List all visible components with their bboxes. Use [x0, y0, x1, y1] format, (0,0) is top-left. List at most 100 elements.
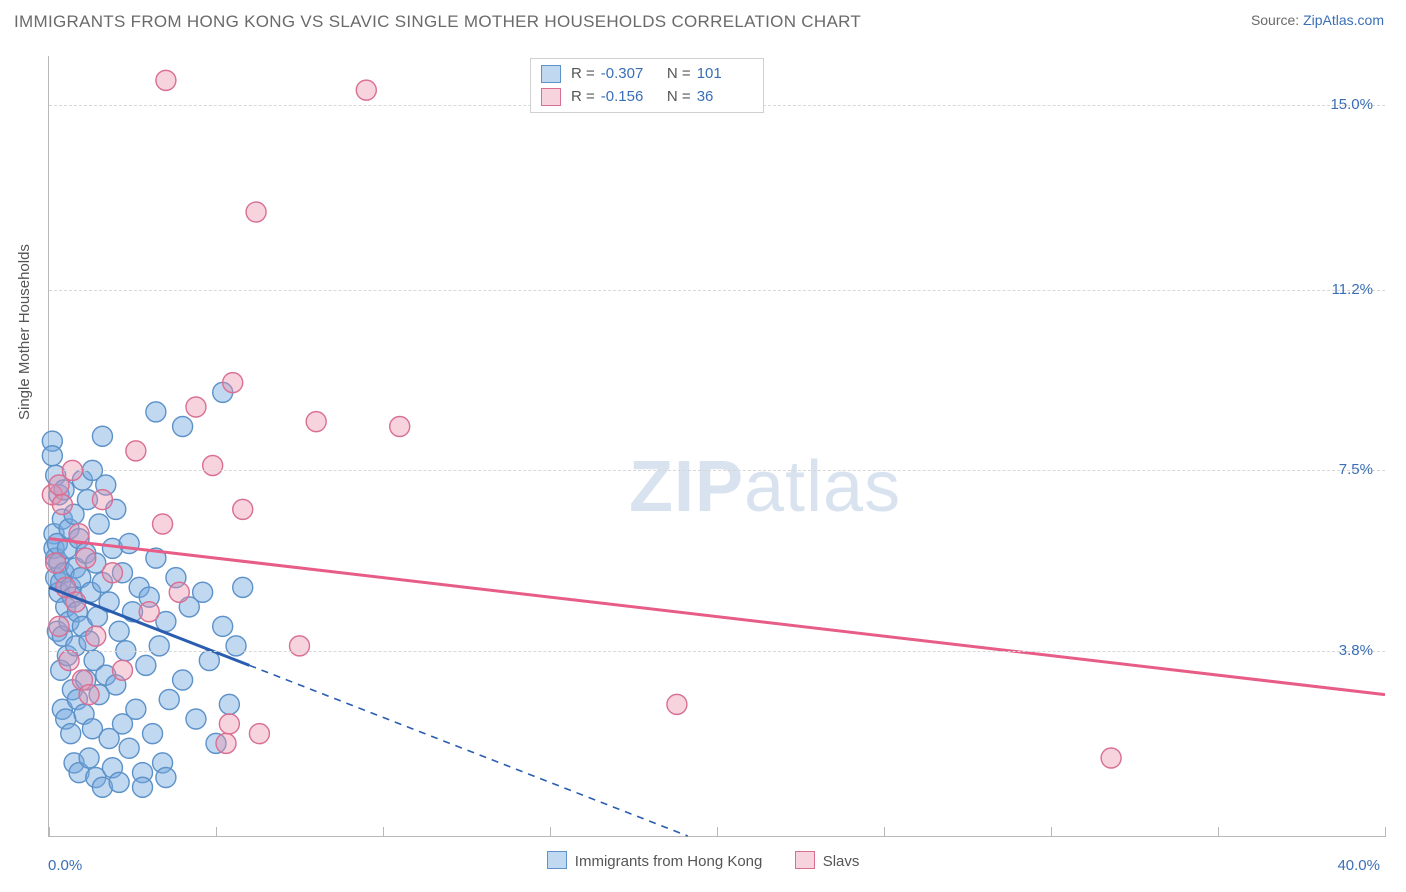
- point-slavs: [59, 651, 79, 671]
- point-hongkong: [233, 577, 253, 597]
- point-hongkong: [226, 636, 246, 656]
- point-hongkong: [119, 534, 139, 554]
- point-slavs: [112, 660, 132, 680]
- legend-row-slavs: R = -0.156 N = 36: [541, 86, 753, 109]
- plot-area: ZIPatlas 3.8%7.5%11.2%15.0%: [48, 56, 1385, 837]
- point-slavs: [356, 80, 376, 100]
- swatch-blue-icon: [541, 65, 561, 83]
- legend-label-sl: Slavs: [823, 853, 860, 870]
- point-slavs: [249, 724, 269, 744]
- point-hongkong: [173, 417, 193, 437]
- point-slavs: [86, 626, 106, 646]
- gridline: [49, 290, 1385, 291]
- legend-r-value-sl: -0.156: [601, 86, 657, 109]
- point-slavs: [223, 373, 243, 393]
- point-hongkong: [126, 699, 146, 719]
- point-slavs: [49, 616, 69, 636]
- legend-row-hongkong: R = -0.307 N = 101: [541, 63, 753, 86]
- point-slavs: [92, 490, 112, 510]
- point-slavs: [667, 694, 687, 714]
- point-slavs: [169, 582, 189, 602]
- point-slavs: [52, 495, 72, 515]
- point-slavs: [233, 499, 253, 519]
- point-hongkong: [143, 724, 163, 744]
- x-tick: [550, 827, 551, 837]
- point-slavs: [186, 397, 206, 417]
- point-slavs: [1101, 748, 1121, 768]
- y-tick-label: 11.2%: [1332, 281, 1373, 298]
- trendline-slavs: [49, 539, 1385, 695]
- legend-r-label: R =: [571, 63, 595, 86]
- point-hongkong: [193, 582, 213, 602]
- point-slavs: [156, 70, 176, 90]
- point-hongkong: [42, 446, 62, 466]
- point-hongkong: [136, 655, 156, 675]
- x-tick: [1218, 827, 1219, 837]
- point-slavs: [290, 636, 310, 656]
- x-tick: [1051, 827, 1052, 837]
- point-hongkong: [109, 621, 129, 641]
- point-slavs: [306, 412, 326, 432]
- x-tick: [884, 827, 885, 837]
- point-slavs: [126, 441, 146, 461]
- point-hongkong: [119, 738, 139, 758]
- swatch-blue-icon: [547, 851, 567, 869]
- point-hongkong: [89, 514, 109, 534]
- legend-item-hongkong: Immigrants from Hong Kong: [547, 853, 767, 870]
- y-tick-label: 15.0%: [1330, 96, 1373, 113]
- point-hongkong: [149, 636, 169, 656]
- x-tick: [717, 827, 718, 837]
- point-slavs: [139, 602, 159, 622]
- point-slavs: [390, 417, 410, 437]
- legend-series: Immigrants from Hong Kong Slavs: [0, 851, 1406, 870]
- point-slavs: [219, 714, 239, 734]
- x-tick: [1385, 827, 1386, 837]
- source-prefix: Source:: [1251, 12, 1303, 28]
- legend-label-hk: Immigrants from Hong Kong: [575, 853, 763, 870]
- swatch-pink-icon: [795, 851, 815, 869]
- legend-r-value-hk: -0.307: [601, 63, 657, 86]
- point-slavs: [216, 733, 236, 753]
- point-slavs: [246, 202, 266, 222]
- point-hongkong: [146, 402, 166, 422]
- trendline-hongkong-dash: [249, 665, 687, 836]
- point-hongkong: [219, 694, 239, 714]
- x-tick: [216, 827, 217, 837]
- swatch-pink-icon: [541, 88, 561, 106]
- legend-n-label: N =: [663, 63, 691, 86]
- chart-title: IMMIGRANTS FROM HONG KONG VS SLAVIC SING…: [14, 12, 861, 32]
- legend-r-label: R =: [571, 86, 595, 109]
- y-tick-label: 7.5%: [1339, 461, 1373, 478]
- point-hongkong: [186, 709, 206, 729]
- point-slavs: [102, 563, 122, 583]
- legend-item-slavs: Slavs: [795, 853, 860, 870]
- source-attribution: Source: ZipAtlas.com: [1251, 12, 1384, 28]
- point-hongkong: [156, 768, 176, 788]
- point-hongkong: [92, 426, 112, 446]
- y-tick-label: 3.8%: [1339, 642, 1373, 659]
- point-hongkong: [79, 748, 99, 768]
- point-slavs: [153, 514, 173, 534]
- point-hongkong: [159, 690, 179, 710]
- legend-n-value-hk: 101: [697, 63, 753, 86]
- point-hongkong: [61, 724, 81, 744]
- point-hongkong: [173, 670, 193, 690]
- point-slavs: [76, 548, 96, 568]
- source-link[interactable]: ZipAtlas.com: [1303, 12, 1384, 28]
- point-slavs: [46, 553, 66, 573]
- point-hongkong: [213, 616, 233, 636]
- legend-correlation: R = -0.307 N = 101 R = -0.156 N = 36: [530, 58, 764, 113]
- x-tick: [49, 827, 50, 837]
- point-hongkong: [133, 777, 153, 797]
- gridline: [49, 651, 1385, 652]
- gridline: [49, 470, 1385, 471]
- chart-svg: [49, 56, 1385, 836]
- point-slavs: [79, 685, 99, 705]
- y-axis-label: Single Mother Households: [16, 244, 33, 420]
- point-hongkong: [109, 772, 129, 792]
- x-tick: [383, 827, 384, 837]
- point-slavs: [203, 456, 223, 476]
- point-slavs: [49, 475, 69, 495]
- legend-n-label: N =: [663, 86, 691, 109]
- legend-n-value-sl: 36: [697, 86, 753, 109]
